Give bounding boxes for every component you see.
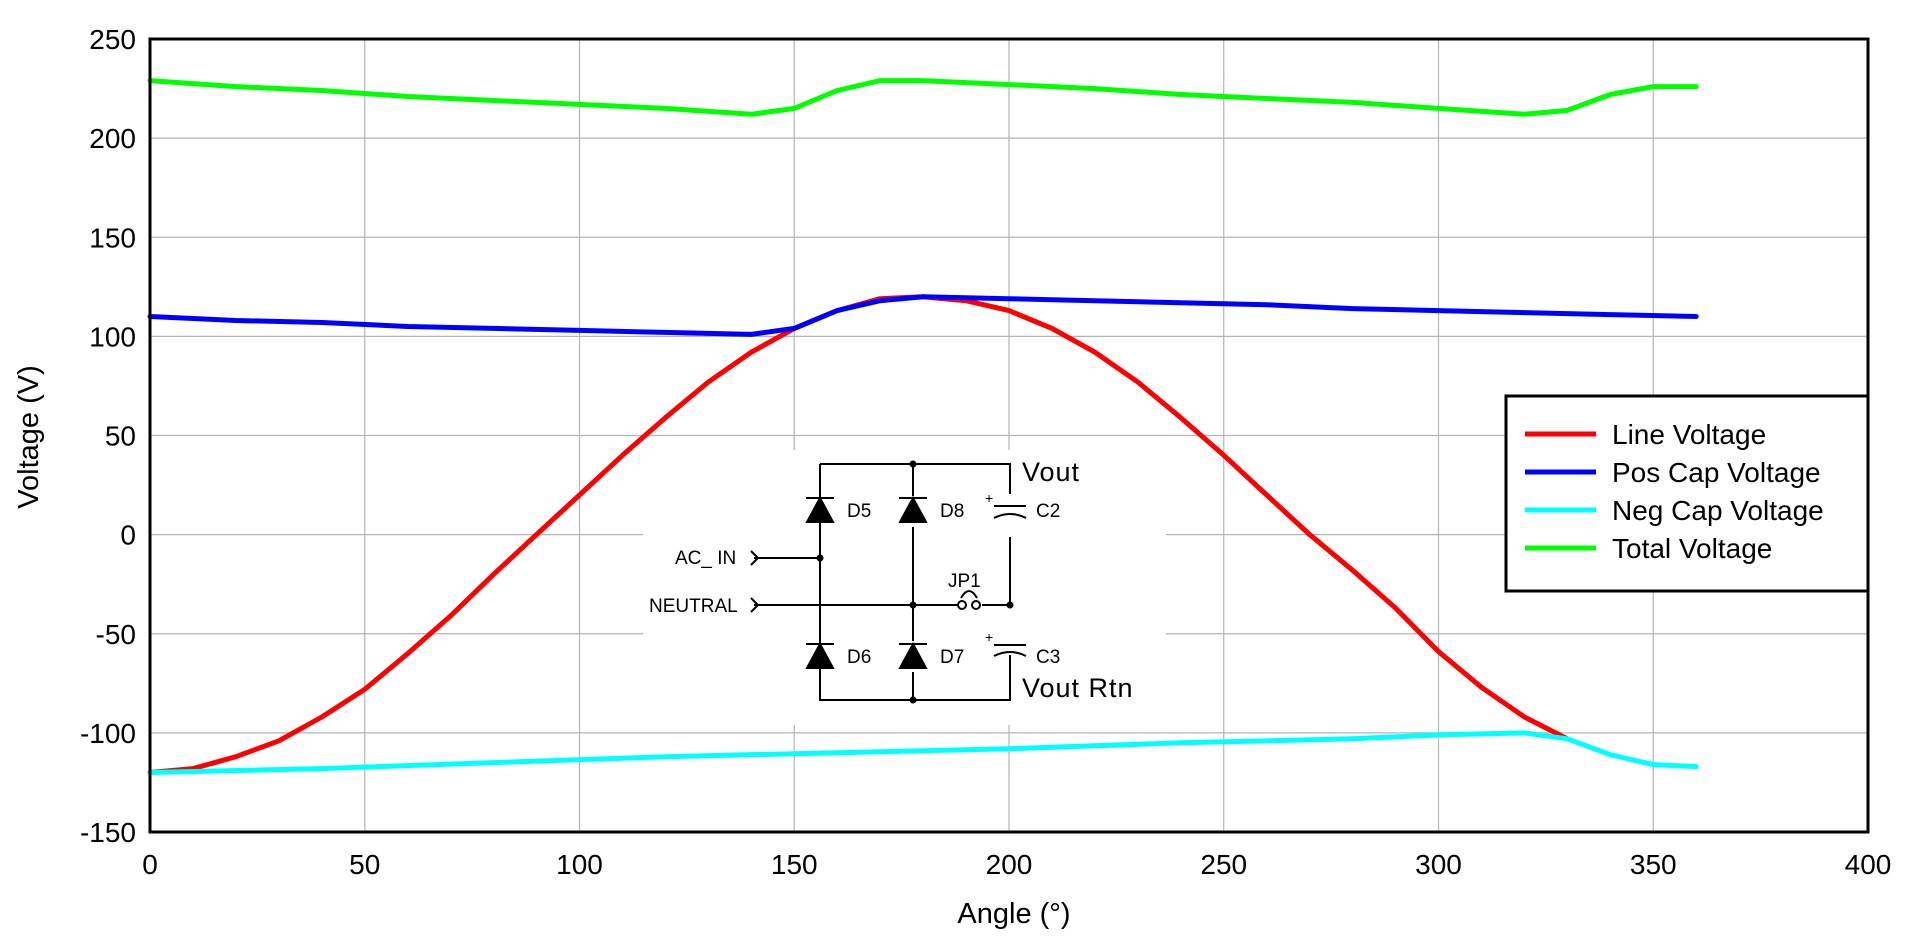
y-tick-label: 100 (89, 321, 136, 352)
series-line-pos-cap-voltage (147, 294, 1699, 337)
legend-label: Total Voltage (1612, 533, 1772, 564)
label-jp1: JP1 (948, 571, 981, 592)
label-c2: C2 (1036, 501, 1060, 522)
label-vout-rtn: Vout Rtn (1022, 673, 1134, 703)
cap-c3-plate-bottom (993, 651, 1027, 657)
junction-dot (909, 460, 917, 468)
ac-in-connector-icon (750, 550, 760, 566)
label-vout: Vout (1022, 457, 1080, 487)
cap-c2-plate-bottom (993, 513, 1027, 519)
diode-d5-icon (805, 495, 835, 523)
x-tick-label: 150 (771, 849, 818, 880)
c2-polarity-mark: + (985, 490, 993, 506)
label-d6: D6 (847, 647, 871, 668)
x-tick-label: 50 (349, 849, 380, 880)
x-tick-label: 0 (142, 849, 158, 880)
jp1-pin-right (971, 600, 981, 610)
neutral-connector-icon (750, 597, 760, 613)
diode-d8-icon (898, 495, 928, 523)
label-d8: D8 (940, 501, 964, 522)
y-tick-label: -100 (80, 718, 136, 749)
schematic-background (643, 450, 1166, 725)
y-axis-label: Voltage (V) (13, 365, 45, 508)
x-tick-label: 100 (556, 849, 603, 880)
y-tick-label: 200 (89, 123, 136, 154)
x-tick-label: 300 (1415, 849, 1462, 880)
legend-box (1504, 394, 1870, 593)
x-tick-label: 250 (1200, 849, 1247, 880)
junction-dot (909, 601, 917, 609)
y-tick-label: 150 (89, 222, 136, 253)
legend-label: Pos Cap Voltage (1612, 457, 1821, 488)
legend: Line Voltage Pos Cap Voltage Neg Cap Volta… (1504, 394, 1870, 593)
jp1-pin-left (957, 600, 967, 610)
tick-labels: 0 50 100 150 200 250 300 350 400 -150 -100 -50 0 50 10… (80, 24, 1891, 880)
y-tick-label: -150 (80, 817, 136, 848)
series-line-total-voltage (147, 78, 1699, 117)
label-d7: D7 (940, 647, 964, 668)
junction-dot (1006, 601, 1014, 609)
jp1-cap (960, 590, 978, 599)
label-c3: C3 (1036, 647, 1060, 668)
x-tick-label: 400 (1845, 849, 1892, 880)
legend-label: Neg Cap Voltage (1612, 495, 1824, 526)
circuit-schematic-inset: D5 D8 D6 D7 C2 C3 JP1 AC_ IN NEUTRAL Vou… (643, 450, 1166, 725)
diode-d6-icon (805, 641, 835, 669)
x-tick-label: 350 (1630, 849, 1677, 880)
series-line-neg-cap-voltage (147, 730, 1699, 775)
label-d5: D5 (847, 501, 871, 522)
c3-polarity-mark: + (985, 629, 993, 645)
x-tick-label: 200 (986, 849, 1033, 880)
junction-dot (816, 554, 824, 562)
y-tick-label: 250 (89, 24, 136, 55)
y-tick-label: -50 (96, 619, 136, 650)
x-axis-label: Angle (°) (957, 898, 1070, 930)
junction-dot (909, 696, 917, 704)
diode-d7-icon (898, 641, 928, 669)
label-ac-in: AC_ IN (675, 548, 736, 569)
y-tick-label: 0 (120, 520, 136, 551)
label-neutral: NEUTRAL (649, 596, 738, 617)
legend-label: Line Voltage (1612, 419, 1766, 450)
y-tick-label: 50 (105, 421, 136, 452)
series-lines (147, 78, 1699, 775)
